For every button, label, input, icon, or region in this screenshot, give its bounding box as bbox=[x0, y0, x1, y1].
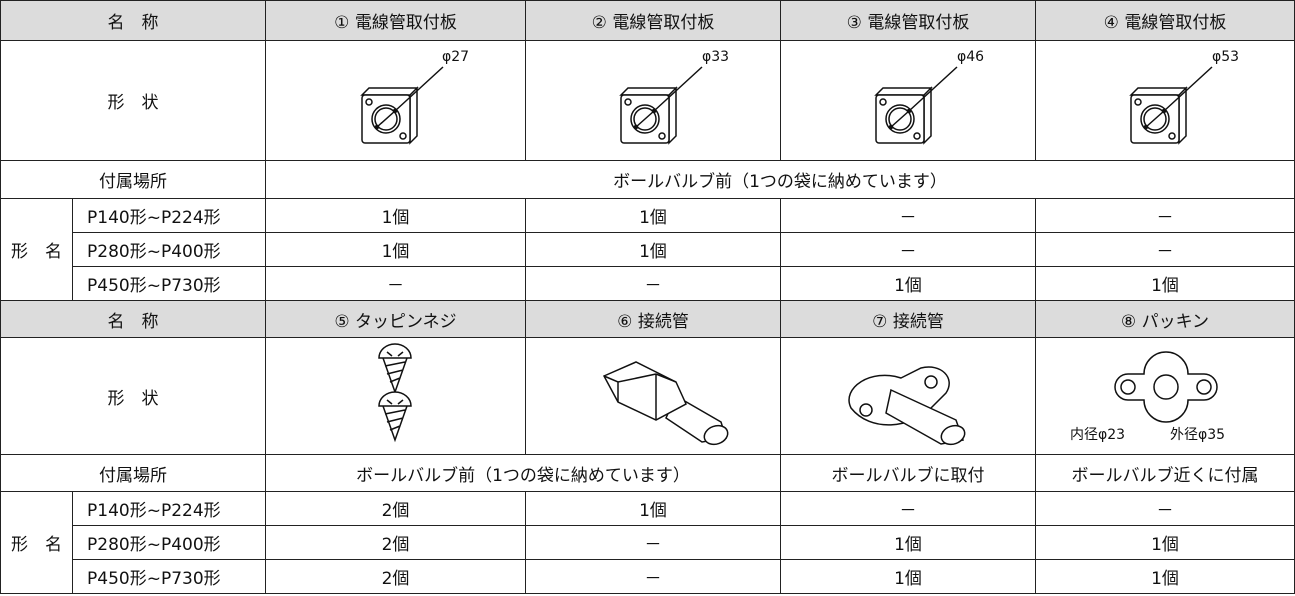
quantity: 1個 bbox=[265, 232, 526, 267]
icon bbox=[1129, 65, 1213, 145]
item-name: ⑧ パッキン bbox=[1035, 300, 1295, 338]
item-name: ④ 電線管取付板 bbox=[1035, 0, 1295, 41]
location-row: 付属場所 ボールバルブ前（1つの袋に納めています） ボールバルブに取付 ボールバルブ近… bbox=[0, 454, 1295, 492]
quantity: 1個 bbox=[1035, 559, 1295, 594]
quantity: － bbox=[780, 198, 1036, 233]
model-row: 形 名 P140形~P224形 2個 1個－－ bbox=[0, 491, 1295, 594]
shape-label: 形 状 bbox=[0, 40, 266, 161]
model-row: P280形~P400形 2個－ 1個 1個 bbox=[1, 525, 1295, 560]
shape-cell: φ33 bbox=[525, 40, 781, 161]
quantity: 2個 bbox=[265, 525, 526, 560]
quantity: 1個 bbox=[1035, 266, 1295, 301]
location-label: 付属場所 bbox=[0, 160, 266, 199]
model: P140形~P224形 bbox=[72, 198, 266, 233]
location: ボールバルブに取付 bbox=[780, 454, 1036, 492]
shape-cell: φ27 bbox=[265, 40, 526, 161]
dimension: φ27 bbox=[442, 49, 470, 65]
location: ボールバルブ前（1つの袋に納めています） bbox=[265, 160, 1295, 199]
quantity: 2個 bbox=[265, 491, 526, 526]
location-row: 付属場所 ボールバルブ前（1つの袋に納めています） bbox=[0, 160, 1295, 199]
model-label: 形 名 bbox=[0, 198, 73, 301]
quantity: 2個 bbox=[265, 559, 526, 594]
icon bbox=[359, 65, 444, 145]
icon bbox=[874, 65, 958, 145]
quantity: － bbox=[525, 559, 781, 594]
name-label: 名 称 bbox=[0, 0, 266, 41]
icon bbox=[619, 65, 703, 145]
quantity: － bbox=[265, 266, 526, 301]
icon bbox=[1114, 351, 1218, 423]
quantity: － bbox=[780, 491, 1036, 526]
shape-cell bbox=[265, 337, 526, 455]
quantity: － bbox=[780, 232, 1036, 267]
location: ボールバルブ近くに付属 bbox=[1035, 454, 1295, 492]
quantity: 1個 bbox=[525, 198, 781, 233]
model: P280形~P400形 bbox=[72, 525, 266, 560]
name-label: 名 称 bbox=[0, 300, 266, 338]
model-row: 形 名 P140形~P224形 1個 1個－－ bbox=[0, 198, 1295, 301]
shape-cell bbox=[780, 337, 1036, 455]
caption: 内径φ23 bbox=[1070, 427, 1126, 443]
shape-cell: φ53 bbox=[1035, 40, 1295, 161]
icon bbox=[602, 361, 729, 446]
model-row: P280形~P400形 1個 1個－－ bbox=[1, 232, 1295, 267]
model-label: 形 名 bbox=[0, 491, 73, 594]
quantity: － bbox=[1035, 491, 1295, 526]
caption: 外径φ35 bbox=[1170, 427, 1226, 443]
dimension: φ53 bbox=[1212, 49, 1240, 65]
quantity: － bbox=[525, 525, 781, 560]
quantity: 1個 bbox=[780, 559, 1036, 594]
shape-label: 形 状 bbox=[0, 337, 266, 455]
location-label: 付属場所 bbox=[0, 454, 266, 492]
model: P450形~P730形 bbox=[72, 559, 266, 594]
model-row: P450形~P730形 2個－ 1個 1個 bbox=[1, 559, 1295, 594]
shape-cell: 内径φ23 外径φ35 bbox=[1035, 337, 1295, 455]
quantity: － bbox=[525, 266, 781, 301]
model: P450形~P730形 bbox=[72, 266, 266, 301]
quantity: 1個 bbox=[525, 491, 781, 526]
quantity: 1個 bbox=[1035, 525, 1295, 560]
item-name: ② 電線管取付板 bbox=[525, 0, 781, 41]
item-name: ⑦ 接続管 bbox=[780, 300, 1036, 338]
quantity: 1個 bbox=[525, 232, 781, 267]
location: ボールバルブ前（1つの袋に納めています） bbox=[265, 454, 781, 492]
icon bbox=[378, 343, 412, 443]
item-name: ① 電線管取付板 bbox=[265, 0, 526, 41]
shape-cell: φ46 bbox=[780, 40, 1036, 161]
item-name: ⑥ 接続管 bbox=[525, 300, 781, 338]
model: P280形~P400形 bbox=[72, 232, 266, 267]
icon bbox=[848, 366, 966, 446]
dimension: φ33 bbox=[702, 49, 730, 65]
shape-row: 形 状 内径φ23 外径φ35 bbox=[0, 337, 1295, 455]
quantity: 1個 bbox=[780, 525, 1036, 560]
shape-cell bbox=[525, 337, 781, 455]
item-name: ③ 電線管取付板 bbox=[780, 0, 1036, 41]
item-name: ⑤ タッピンネジ bbox=[265, 300, 526, 338]
quantity: 1個 bbox=[265, 198, 526, 233]
model-row: P450形~P730形－－ 1個 1個 bbox=[1, 266, 1295, 301]
quantity: － bbox=[1035, 198, 1295, 233]
quantity: 1個 bbox=[780, 266, 1036, 301]
model: P140形~P224形 bbox=[72, 491, 266, 526]
dimension: φ46 bbox=[957, 49, 985, 65]
quantity: － bbox=[1035, 232, 1295, 267]
shape-row: 形 状 φ27 φ33 φ46 φ53 bbox=[0, 40, 1295, 161]
